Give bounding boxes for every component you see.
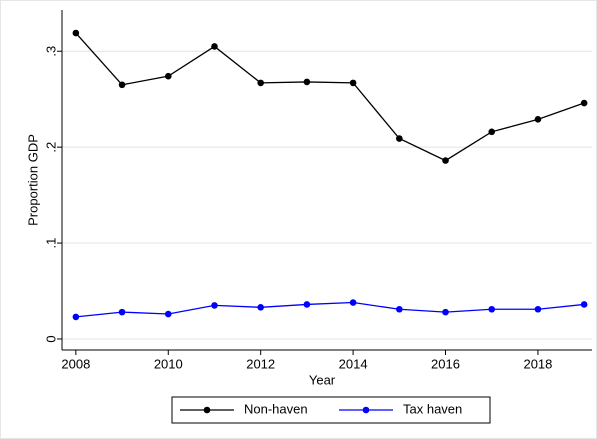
x-tick-label: 2008 [61,356,90,371]
point [442,157,449,164]
y-tick-label: 0 [43,335,58,342]
series-line [75,301,585,318]
legend-box [171,396,491,424]
x-tick-label: 2010 [154,356,183,371]
point [488,128,496,136]
x-axis-title: Year [309,372,336,387]
point [396,135,403,142]
point [164,310,172,318]
point [211,43,218,50]
point [164,72,172,80]
series-line [75,32,585,162]
point [349,299,357,306]
point [580,301,588,308]
point [396,305,403,313]
point [257,79,264,87]
point [72,29,80,37]
legend-marker [203,406,211,414]
x-tick-label: 2012 [246,356,275,371]
point [211,302,218,309]
point [118,308,126,316]
point [257,304,264,311]
point [580,99,588,107]
point [303,78,311,86]
point [488,305,496,313]
x-tick-label: 2016 [431,356,460,371]
point [534,305,542,313]
point [72,313,80,321]
y-tick-label: .3 [43,46,58,57]
x-tick-label: 2014 [339,356,368,371]
y-tick-label: .2 [43,142,58,153]
point [349,79,357,87]
point [303,301,311,308]
point [442,308,449,316]
legend-label: Tax haven [403,401,462,416]
legend-marker [362,406,370,414]
y-tick-label: .1 [43,238,58,249]
point [118,81,126,89]
point [534,116,542,123]
legend-label: Non-haven [244,401,308,416]
y-axis-title: Proportion GDP [25,134,40,226]
x-tick-label: 2018 [523,356,552,371]
